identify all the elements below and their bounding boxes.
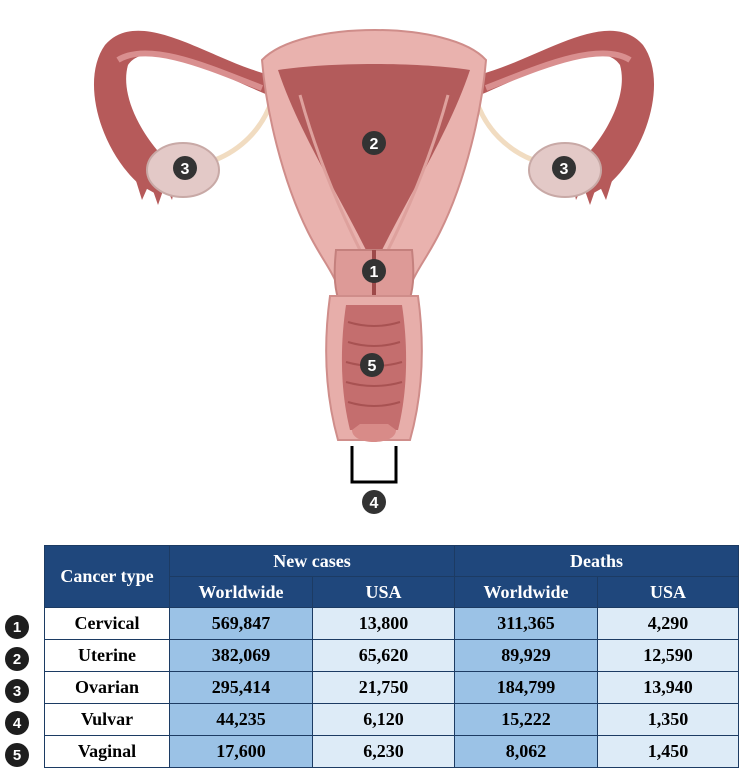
header-new-cases: New cases <box>168 545 456 577</box>
new-usa-cell: 65,620 <box>311 639 456 672</box>
marker-cervix: 1 <box>362 259 386 283</box>
new-worldwide-cell: 382,069 <box>169 639 313 672</box>
header-new-usa: USA <box>311 576 456 608</box>
deaths-usa-cell: 1,450 <box>597 735 740 768</box>
reproductive-anatomy-diagram: 1 2 3 3 4 5 <box>93 29 655 514</box>
left-ovarian-ligament <box>214 99 275 163</box>
table-row: Cervical 569,847 13,800 311,365 4,290 <box>44 607 740 640</box>
deaths-worldwide-cell: 15,222 <box>454 703 599 736</box>
svg-text:1: 1 <box>370 264 379 281</box>
row-badge-ovarian: 3 <box>5 679 29 703</box>
deaths-usa-cell: 4,290 <box>597 607 740 640</box>
deaths-usa-cell: 12,590 <box>597 639 740 672</box>
deaths-worldwide-cell: 311,365 <box>454 607 599 640</box>
cancer-type-cell: Vaginal <box>44 735 170 768</box>
header-deaths-usa: USA <box>597 576 740 608</box>
marker-ovary-left: 3 <box>173 156 197 180</box>
row-badge-cervical: 1 <box>5 615 29 639</box>
cancer-type-cell: Uterine <box>44 639 170 672</box>
uterine-cavity <box>278 64 470 250</box>
cancer-statistics-table: Cancer type New cases Deaths Worldwide U… <box>44 545 740 768</box>
new-usa-cell: 6,120 <box>311 703 456 736</box>
svg-text:3: 3 <box>560 161 569 178</box>
svg-text:3: 3 <box>181 161 190 178</box>
header-deaths-worldwide: Worldwide <box>454 576 599 608</box>
new-worldwide-cell: 569,847 <box>169 607 313 640</box>
table-row: Vaginal 17,600 6,230 8,062 1,450 <box>44 735 740 768</box>
header-cancer-type: Cancer type <box>44 545 170 608</box>
new-worldwide-cell: 17,600 <box>169 735 313 768</box>
deaths-worldwide-cell: 184,799 <box>454 671 599 704</box>
row-badge-vaginal: 5 <box>5 743 29 767</box>
header-deaths: Deaths <box>454 545 740 577</box>
new-worldwide-cell: 44,235 <box>169 703 313 736</box>
row-badge-uterine: 2 <box>5 647 29 671</box>
marker-ovary-right: 3 <box>552 156 576 180</box>
table-row: Vulvar 44,235 6,120 15,222 1,350 <box>44 703 740 736</box>
cancer-type-cell: Cervical <box>44 607 170 640</box>
table-row: Uterine 382,069 65,620 89,929 12,590 <box>44 639 740 672</box>
svg-text:2: 2 <box>370 136 379 153</box>
cancer-type-cell: Ovarian <box>44 671 170 704</box>
header-new-worldwide: Worldwide <box>169 576 313 608</box>
row-badge-vulvar: 4 <box>5 711 29 735</box>
new-usa-cell: 21,750 <box>311 671 456 704</box>
deaths-worldwide-cell: 8,062 <box>454 735 599 768</box>
marker-uterus: 2 <box>362 131 386 155</box>
vulva-opening <box>352 424 396 442</box>
right-ovarian-ligament <box>473 99 534 163</box>
new-usa-cell: 6,230 <box>311 735 456 768</box>
svg-text:5: 5 <box>368 358 377 375</box>
svg-text:4: 4 <box>370 495 379 512</box>
deaths-worldwide-cell: 89,929 <box>454 639 599 672</box>
marker-vagina: 5 <box>360 353 384 377</box>
deaths-usa-cell: 13,940 <box>597 671 740 704</box>
vulva-bracket <box>350 446 398 484</box>
cancer-type-cell: Vulvar <box>44 703 170 736</box>
deaths-usa-cell: 1,350 <box>597 703 740 736</box>
table-row: Ovarian 295,414 21,750 184,799 13,940 <box>44 671 740 704</box>
new-usa-cell: 13,800 <box>311 607 456 640</box>
new-worldwide-cell: 295,414 <box>169 671 313 704</box>
marker-vulva: 4 <box>362 490 386 514</box>
